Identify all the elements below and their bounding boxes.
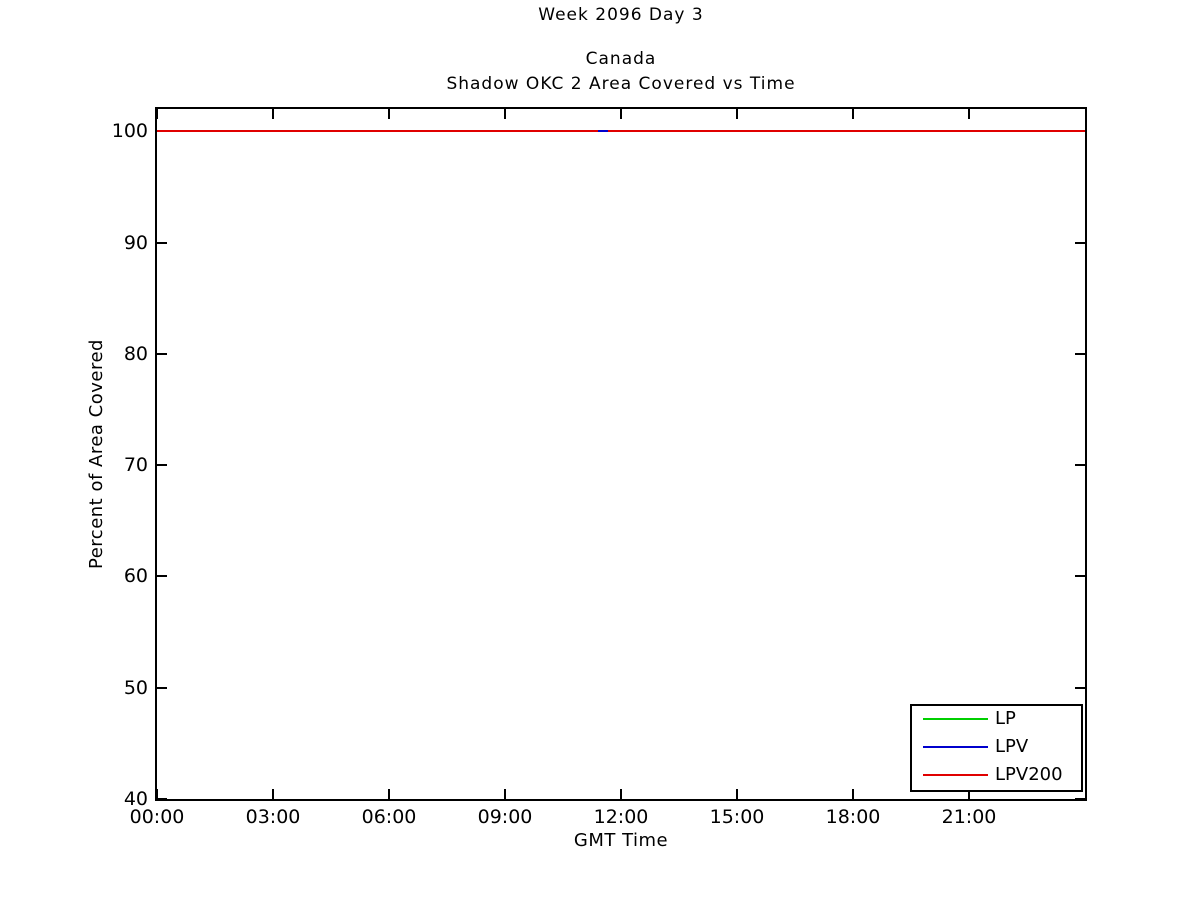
y-tick-right: [1075, 575, 1085, 578]
y-tick-left: [157, 798, 167, 800]
y-tick-left: [157, 686, 167, 689]
x-tick-top: [504, 109, 506, 119]
x-tick-top: [620, 109, 622, 119]
plot-title-line2: Shadow OKC 2 Area Covered vs Time: [446, 74, 796, 94]
x-tick-top: [272, 109, 274, 119]
y-tick-left: [157, 575, 167, 578]
x-tick-label: 15:00: [709, 806, 765, 828]
x-tick-bottom: [852, 789, 854, 799]
series-line-lpv200: [157, 130, 1085, 133]
x-tick-label: 12:00: [593, 806, 649, 828]
x-tick-bottom: [736, 789, 738, 799]
figure-title: Week 2096 Day 3: [538, 5, 704, 25]
y-tick-label: 80: [123, 342, 148, 365]
x-tick-bottom: [968, 789, 970, 799]
y-tick-label: 60: [123, 565, 148, 588]
x-axis-label: GMT Time: [573, 830, 669, 851]
y-tick-left: [157, 352, 167, 355]
y-tick-label: 90: [123, 231, 148, 254]
x-tick-top: [736, 109, 738, 119]
plot-title-line1: Canada: [585, 49, 657, 69]
y-tick-label: 70: [123, 454, 148, 477]
x-tick-bottom: [388, 789, 390, 799]
x-tick-top: [852, 109, 854, 119]
y-tick-right: [1075, 352, 1085, 355]
x-tick-label: 09:00: [477, 806, 533, 828]
legend-label-lpv: LPV: [995, 736, 1029, 757]
x-tick-label: 03:00: [245, 806, 301, 828]
visible-segment-lpv: [597, 130, 609, 133]
x-tick-label: 06:00: [361, 806, 417, 828]
y-tick-left: [157, 464, 167, 467]
y-tick-right: [1075, 241, 1085, 244]
x-tick-label: 00:00: [129, 806, 185, 828]
legend-swatch-lpv200: [923, 774, 988, 776]
legend-label-lpv200: LPV200: [995, 764, 1063, 785]
x-tick-label: 18:00: [825, 806, 881, 828]
x-tick-top: [156, 109, 158, 119]
y-tick-label: 50: [123, 676, 148, 699]
y-tick-label: 40: [123, 788, 148, 810]
legend-swatch-lp: [923, 718, 988, 720]
x-tick-bottom: [620, 789, 622, 799]
y-tick-right: [1075, 686, 1085, 689]
x-tick-bottom: [272, 789, 274, 799]
x-tick-top: [388, 109, 390, 119]
x-tick-top: [968, 109, 970, 119]
y-tick-right: [1075, 798, 1085, 800]
x-tick-bottom: [504, 789, 506, 799]
legend: LP LPV LPV200: [910, 704, 1083, 792]
x-tick-bottom: [156, 789, 158, 799]
y-tick-left: [157, 241, 167, 244]
y-tick-label: 100: [111, 120, 148, 143]
y-tick-right: [1075, 464, 1085, 467]
legend-swatch-lpv: [923, 746, 988, 748]
plot-area: [155, 107, 1087, 801]
x-tick-label: 21:00: [941, 806, 997, 828]
legend-label-lp: LP: [995, 708, 1016, 729]
